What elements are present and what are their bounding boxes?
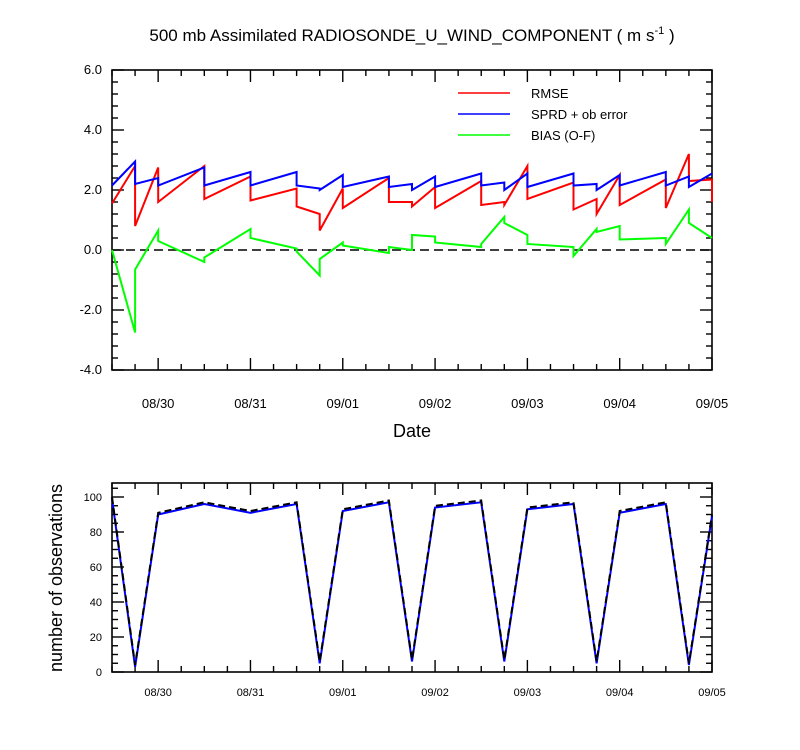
bottom-xtick-label: 08/30 bbox=[144, 687, 172, 699]
top-ytick-label: 4.0 bbox=[84, 122, 102, 137]
legend-label-2: BIAS (O-F) bbox=[531, 128, 595, 143]
bottom-ytick-label: 40 bbox=[90, 597, 102, 609]
bottom-xtick-label: 09/05 bbox=[698, 687, 726, 699]
top-plot: 08/30 08/31 09/01 09/02 09/03 09/04 09/05 -4.0 -… bbox=[80, 62, 729, 411]
top-ytick-label: -4.0 bbox=[80, 362, 102, 377]
bottom-xtick-label: 09/02 bbox=[421, 687, 449, 699]
bottom-xtick-label: 09/01 bbox=[329, 687, 357, 699]
bottom-xtick-label: 08/31 bbox=[237, 687, 265, 699]
bottom-series-0 bbox=[111, 496, 713, 666]
bottom-xtick-label: 09/04 bbox=[606, 687, 634, 699]
top-ytick-label: 2.0 bbox=[84, 182, 102, 197]
top-xtick-label: 09/02 bbox=[419, 396, 452, 411]
bottom-ytick-label: 60 bbox=[90, 562, 102, 574]
bottom-xtick-label: 09/03 bbox=[514, 687, 542, 699]
bottom-plot: 08/30 08/31 09/01 09/02 09/03 09/04 09/05 0 20 40… bbox=[84, 482, 726, 699]
chart-title: 500 mb Assimilated RADIOSONDE_U_WIND_COM… bbox=[149, 25, 674, 45]
top-xtick-label: 09/01 bbox=[326, 396, 359, 411]
bottom-ytick-label: 100 bbox=[84, 492, 102, 504]
bottom-ytick-label: 80 bbox=[90, 527, 102, 539]
bottom-ytick-label: 0 bbox=[96, 667, 102, 679]
top-ytick-label: 0.0 bbox=[84, 242, 102, 257]
top-series-1 bbox=[111, 159, 713, 192]
top-xtick-label: 08/30 bbox=[142, 396, 175, 411]
top-xtick-label: 09/05 bbox=[696, 396, 729, 411]
title-end: ) bbox=[664, 26, 674, 45]
bottom-series-1 bbox=[111, 498, 713, 667]
bottom-ylabel: number of observations bbox=[46, 484, 66, 672]
legend-label-1: SPRD + ob error bbox=[531, 107, 628, 122]
top-xtick-label: 09/04 bbox=[603, 396, 636, 411]
title-main: 500 mb Assimilated RADIOSONDE_U_WIND_COM… bbox=[149, 26, 654, 45]
legend: RMSE SPRD + ob error BIAS (O-F) bbox=[458, 86, 628, 143]
bottom-ytick-label: 20 bbox=[90, 632, 102, 644]
top-ytick-label: 6.0 bbox=[84, 62, 102, 77]
top-xtick-label: 08/31 bbox=[234, 396, 267, 411]
top-xtick-label: 09/03 bbox=[511, 396, 544, 411]
title-superscript: -1 bbox=[654, 25, 664, 37]
top-ytick-label: -2.0 bbox=[80, 302, 102, 317]
top-series-2 bbox=[111, 206, 713, 333]
top-xlabel: Date bbox=[393, 421, 431, 441]
legend-label-0: RMSE bbox=[531, 86, 569, 101]
top-series-0 bbox=[111, 153, 713, 231]
